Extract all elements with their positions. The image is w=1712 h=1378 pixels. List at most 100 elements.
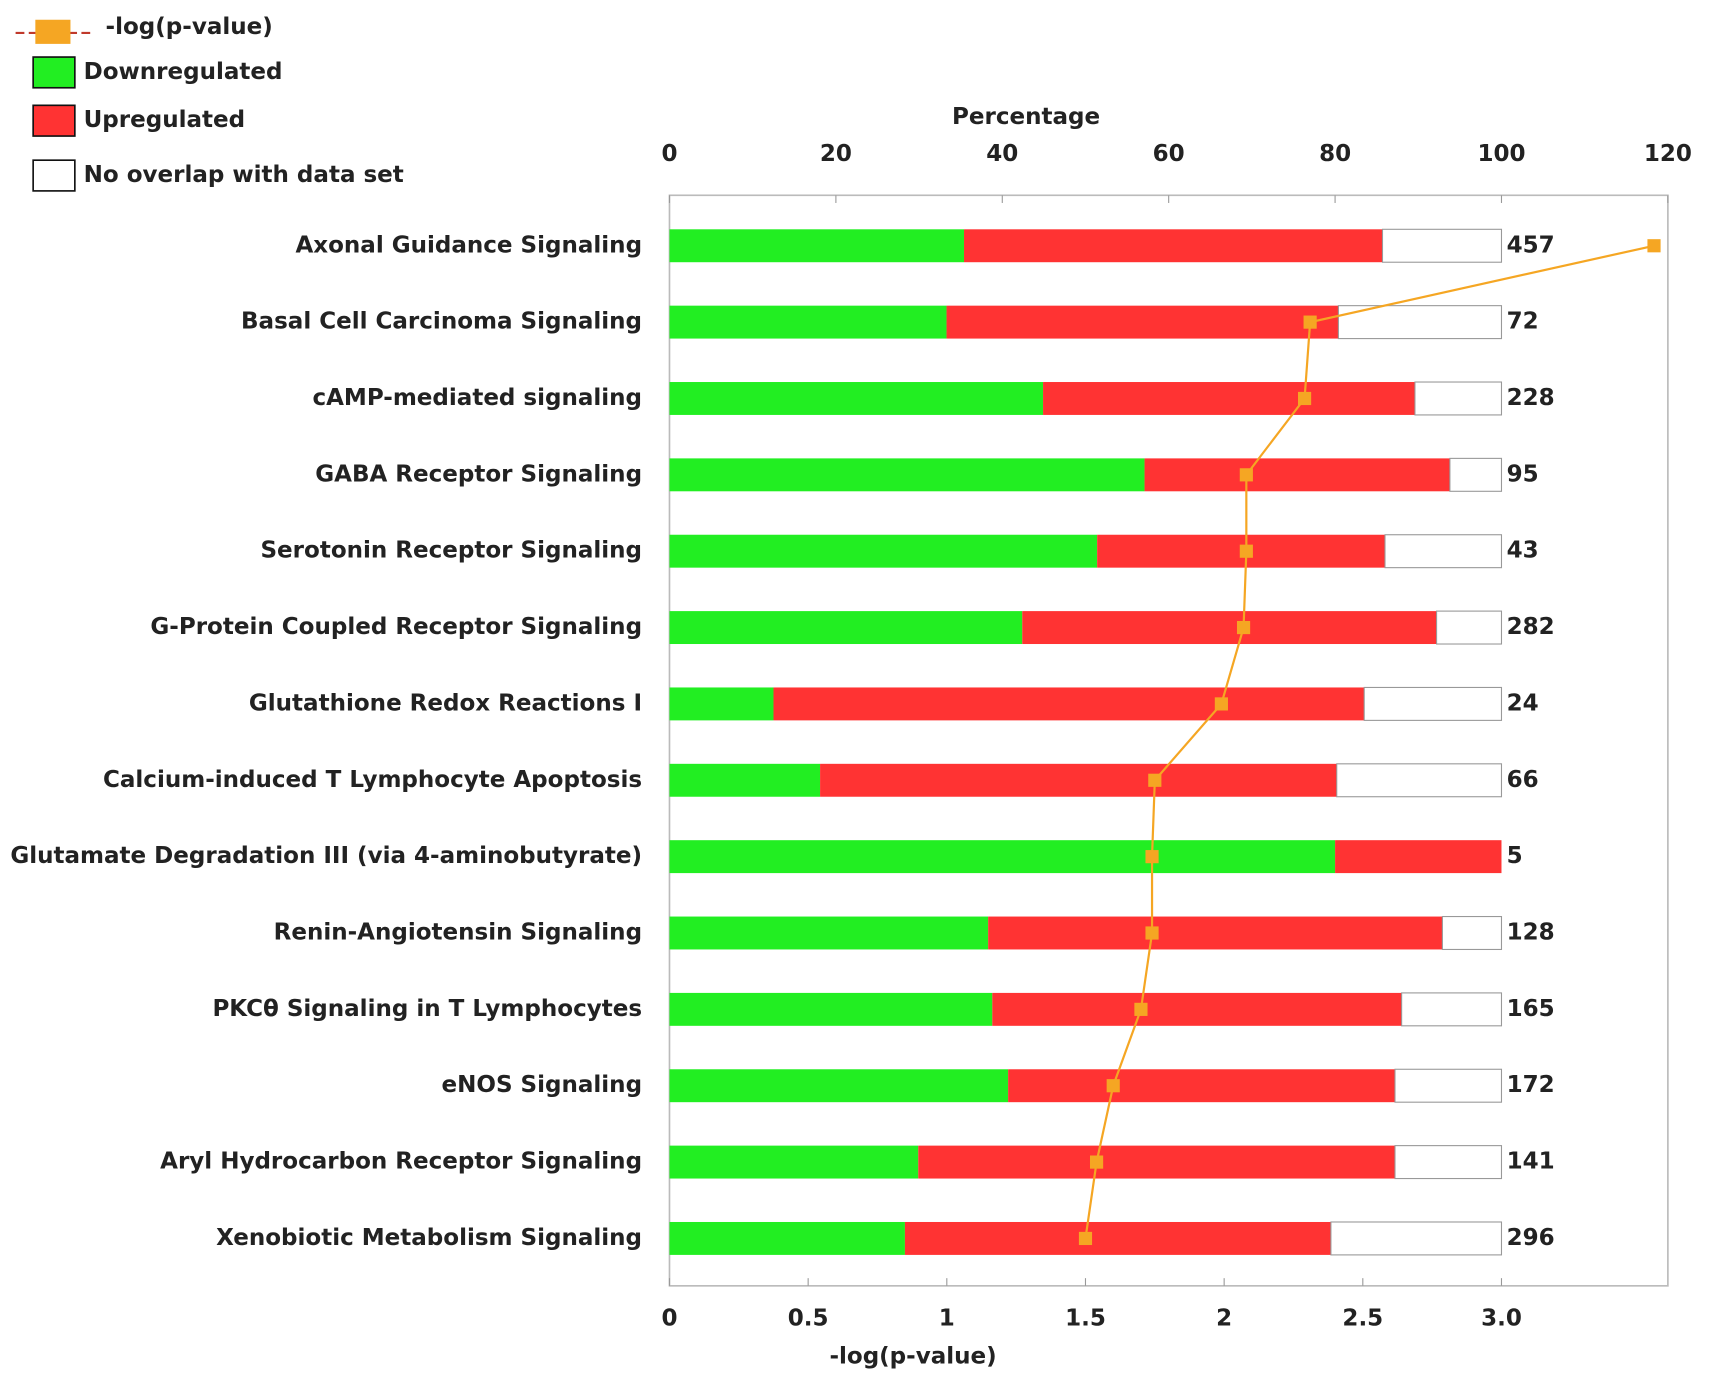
plot-frame	[668, 194, 1669, 1287]
bar-segment	[669, 1221, 905, 1255]
pvalue-marker	[1078, 1231, 1093, 1246]
top-tick-label: 60	[1153, 141, 1185, 167]
bar-segment	[1394, 1068, 1503, 1103]
bottom-axis-title: -log(p-value)	[829, 1344, 996, 1370]
bar-segment	[669, 840, 1336, 874]
total-label: 128	[1507, 920, 1555, 946]
top-tick-label: 120	[1644, 141, 1692, 167]
bottom-tick-label: 2	[1216, 1305, 1232, 1331]
category-label: Basal Cell Carcinoma Signaling	[241, 309, 642, 335]
top-tick-label: 80	[1319, 141, 1351, 167]
bar-segment	[669, 229, 965, 263]
bar-segment	[1436, 610, 1503, 645]
category-label: Glutamate Degradation III (via 4-aminobu…	[10, 843, 642, 869]
total-label: 296	[1507, 1225, 1555, 1251]
bar-segment	[1008, 1069, 1395, 1103]
bar-segment	[918, 1145, 1395, 1179]
bar-segment	[1022, 611, 1437, 645]
legend-label: Upregulated	[84, 107, 246, 133]
bar-segment	[669, 305, 947, 339]
category-label: G-Protein Coupled Receptor Signaling	[150, 614, 642, 640]
top-tick-label: 0	[661, 141, 677, 167]
bar-segment	[1363, 686, 1503, 721]
bottom-tick-label: 0.5	[788, 1305, 829, 1331]
total-label: 141	[1507, 1149, 1555, 1175]
pvalue-marker	[1214, 697, 1228, 711]
bar-segment	[669, 534, 1098, 568]
legend-swatch	[32, 56, 76, 89]
total-label: 228	[1507, 385, 1555, 411]
bar-segment	[1449, 457, 1503, 492]
pvalue-marker	[1236, 620, 1251, 635]
bar-segment	[992, 992, 1402, 1026]
pvalue-marker	[1089, 1155, 1104, 1169]
bar-segment	[669, 1145, 919, 1179]
bottom-tick-label: 0	[661, 1305, 677, 1331]
category-label: Xenobiotic Metabolism Signaling	[216, 1225, 642, 1251]
bar-segment	[669, 687, 774, 721]
category-label: Glutathione Redox Reactions I	[249, 690, 642, 716]
bar-segment	[1381, 228, 1503, 263]
pvalue-marker	[1148, 773, 1162, 787]
legend-swatch	[32, 104, 76, 137]
legend-label: -log(p-value)	[106, 14, 273, 40]
total-label: 172	[1507, 1072, 1555, 1098]
legend-swatch	[32, 159, 76, 192]
bar-segment	[1043, 382, 1415, 415]
total-label: 72	[1507, 309, 1539, 335]
bar-segment	[669, 611, 1023, 645]
bar-segment	[1384, 534, 1503, 569]
bar-segment	[1337, 305, 1503, 340]
category-label: PKCθ Signaling in T Lymphocytes	[212, 996, 642, 1022]
legend-marker	[35, 19, 71, 44]
category-label: cAMP-mediated signaling	[312, 385, 642, 411]
category-label: Serotonin Receptor Signaling	[260, 538, 642, 564]
total-label: 66	[1507, 767, 1539, 793]
pvalue-marker	[1106, 1079, 1120, 1093]
category-label: Axonal Guidance Signaling	[295, 232, 642, 258]
bar-segment	[669, 763, 821, 797]
bar-segment	[904, 1221, 1331, 1255]
bar-segment	[1144, 458, 1450, 492]
pvalue-marker	[1647, 239, 1661, 253]
category-label: Renin-Angiotensin Signaling	[274, 920, 642, 946]
bar-segment	[669, 992, 993, 1026]
total-label: 5	[1507, 843, 1523, 869]
bar-segment	[669, 916, 989, 950]
top-axis-title: Percentage	[952, 104, 1100, 130]
bar-segment	[669, 458, 1145, 492]
bar-segment	[1335, 840, 1502, 874]
legend-label: Downregulated	[84, 59, 283, 85]
pvalue-marker	[1297, 391, 1312, 406]
bar-segment	[1330, 1221, 1503, 1256]
total-label: 282	[1507, 614, 1555, 640]
pvalue-marker	[1303, 315, 1317, 329]
bar-segment	[1336, 763, 1503, 798]
top-tick-label: 40	[986, 141, 1018, 167]
bar-segment	[773, 687, 1365, 721]
bottom-tick-label: 3.0	[1481, 1305, 1522, 1331]
total-label: 95	[1507, 461, 1539, 487]
pvalue-line	[1084, 244, 1655, 1239]
bar-segment	[1394, 1145, 1503, 1180]
total-label: 24	[1507, 690, 1539, 716]
bar-segment	[669, 1069, 1009, 1103]
bar-segment	[1414, 381, 1503, 416]
bar-segment	[1401, 992, 1503, 1027]
bottom-tick-label: 1	[939, 1305, 955, 1331]
pvalue-marker	[1134, 1002, 1148, 1016]
category-label: eNOS Signaling	[442, 1072, 643, 1098]
pvalue-marker	[1145, 850, 1159, 864]
bottom-tick-label: 2.5	[1342, 1305, 1383, 1331]
total-label: 165	[1507, 996, 1555, 1022]
pvalue-marker	[1239, 544, 1253, 558]
pvalue-marker	[1239, 468, 1253, 482]
bar-segment	[820, 763, 1337, 797]
category-label: GABA Receptor Signaling	[315, 461, 642, 487]
bar-segment	[964, 229, 1383, 263]
category-label: Aryl Hydrocarbon Receptor Signaling	[160, 1149, 642, 1175]
total-label: 457	[1507, 232, 1555, 258]
top-tick-label: 20	[820, 141, 852, 167]
total-label: 43	[1507, 538, 1539, 564]
